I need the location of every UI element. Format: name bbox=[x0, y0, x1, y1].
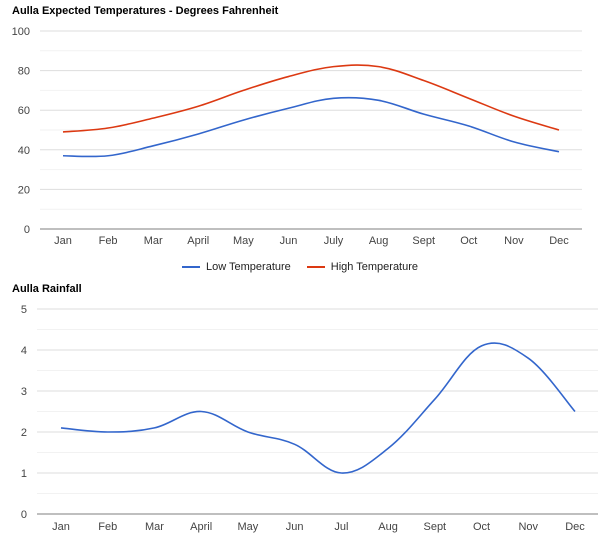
temp-y-tick-label: 60 bbox=[18, 105, 30, 117]
temp-series-line-1 bbox=[62, 64, 560, 133]
temp-x-tick-label: May bbox=[233, 235, 254, 247]
temp-x-tick-label: Feb bbox=[99, 235, 118, 247]
rain-x-tick-label: Nov bbox=[518, 521, 538, 533]
rainfall-chart-title: Aulla Rainfall bbox=[12, 283, 82, 295]
temp-y-tick-label: 80 bbox=[18, 66, 30, 78]
temp-x-tick-label: Oct bbox=[460, 235, 477, 247]
temp-x-tick-label: Mar bbox=[144, 235, 163, 247]
temperature-legend: Low Temperature High Temperature bbox=[0, 261, 600, 273]
rain-x-tick-label: April bbox=[190, 521, 212, 533]
temp-x-tick-label: Aug bbox=[369, 235, 389, 247]
temp-x-tick-label: July bbox=[324, 235, 344, 247]
temp-x-tick-label: Dec bbox=[549, 235, 569, 247]
temp-x-tick-label: Sept bbox=[412, 235, 435, 247]
temp-y-tick-label: 0 bbox=[24, 224, 30, 236]
legend-item-high: High Temperature bbox=[306, 261, 419, 273]
temp-y-tick-label: 100 bbox=[12, 26, 30, 38]
rain-y-tick-label: 1 bbox=[21, 468, 27, 480]
rain-x-tick-label: Jun bbox=[286, 521, 304, 533]
legend-item-low: Low Temperature bbox=[181, 261, 291, 273]
rain-x-tick-label: Mar bbox=[145, 521, 164, 533]
rain-y-tick-label: 4 bbox=[21, 345, 27, 357]
temp-y-tick-label: 40 bbox=[18, 145, 30, 157]
rain-x-tick-label: Dec bbox=[565, 521, 585, 533]
legend-swatch-high bbox=[306, 266, 325, 268]
temperature-chart-title: Aulla Expected Temperatures - Degrees Fa… bbox=[12, 5, 279, 17]
rain-y-tick-label: 3 bbox=[21, 386, 27, 398]
rain-series-line-0 bbox=[60, 342, 576, 474]
rain-x-tick-label: May bbox=[238, 521, 259, 533]
rain-x-tick-label: Aug bbox=[378, 521, 398, 533]
temp-x-tick-label: April bbox=[187, 235, 209, 247]
rain-x-tick-label: Sept bbox=[423, 521, 446, 533]
temp-series-line-0 bbox=[62, 96, 560, 158]
rain-x-tick-label: Feb bbox=[98, 521, 117, 533]
rain-x-tick-label: Oct bbox=[473, 521, 490, 533]
temp-x-tick-label: Nov bbox=[504, 235, 524, 247]
legend-label-high: High Temperature bbox=[330, 261, 419, 273]
rain-y-tick-label: 5 bbox=[21, 304, 27, 316]
rain-y-tick-label: 0 bbox=[21, 509, 27, 521]
rain-x-tick-label: Jul bbox=[334, 521, 348, 533]
legend-swatch-low bbox=[181, 266, 200, 268]
rain-y-tick-label: 2 bbox=[21, 427, 27, 439]
temp-x-tick-label: Jan bbox=[54, 235, 72, 247]
temp-y-tick-label: 20 bbox=[18, 184, 30, 196]
temp-x-tick-label: Jun bbox=[280, 235, 298, 247]
legend-label-low: Low Temperature bbox=[205, 261, 291, 273]
rain-x-tick-label: Jan bbox=[52, 521, 70, 533]
